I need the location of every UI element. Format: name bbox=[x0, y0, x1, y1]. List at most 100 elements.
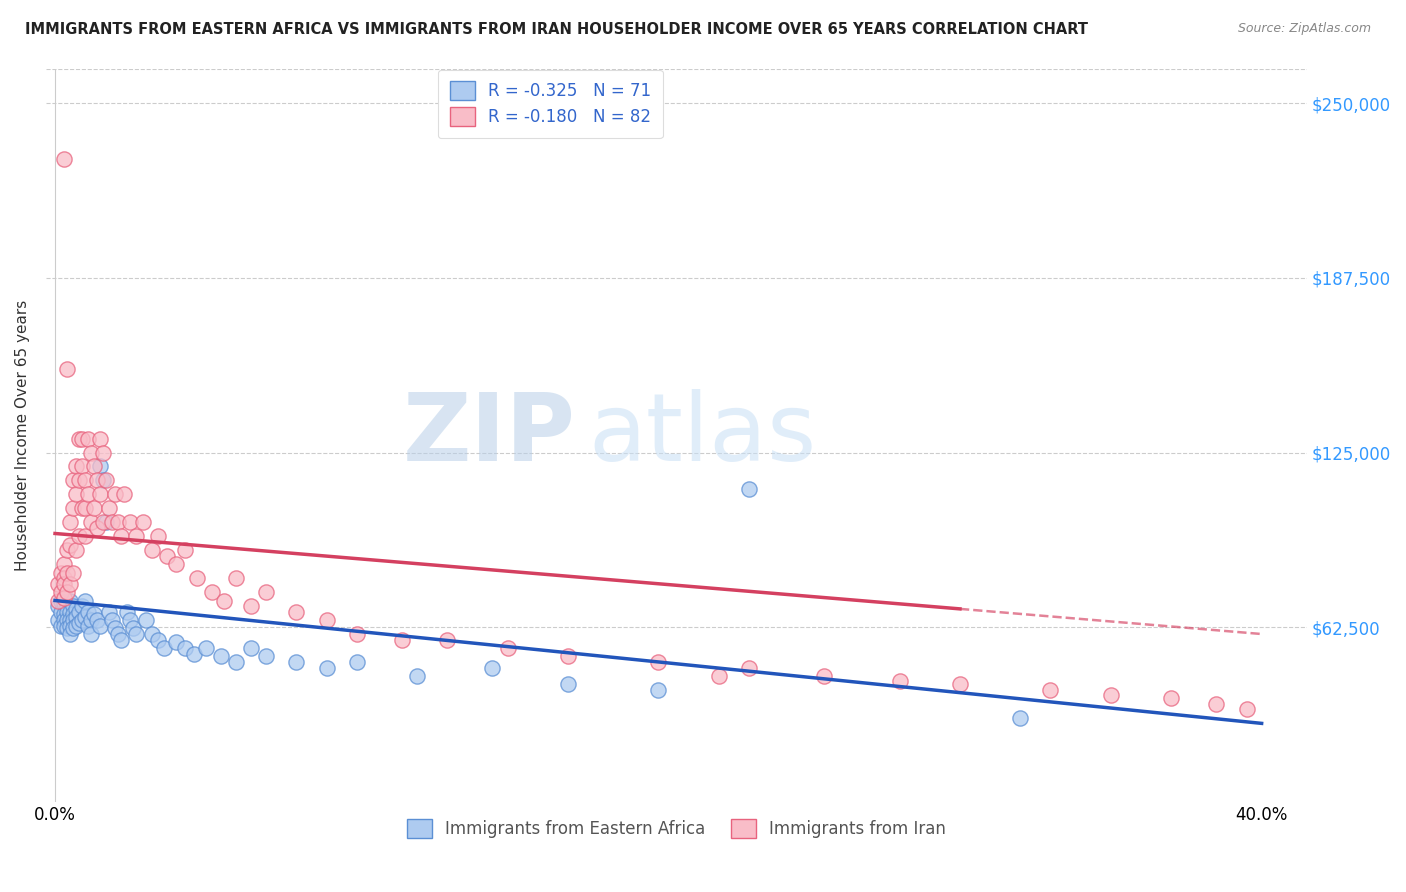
Point bbox=[91, 445, 114, 459]
Point bbox=[165, 558, 187, 572]
Point bbox=[346, 627, 368, 641]
Point bbox=[75, 501, 97, 516]
Point bbox=[1160, 691, 1182, 706]
Point bbox=[46, 576, 69, 591]
Point bbox=[77, 618, 100, 632]
Point bbox=[89, 487, 111, 501]
Point bbox=[707, 669, 730, 683]
Point bbox=[49, 605, 72, 619]
Point bbox=[194, 640, 217, 655]
Point bbox=[285, 655, 308, 669]
Point bbox=[141, 627, 163, 641]
Point bbox=[77, 432, 100, 446]
Point bbox=[89, 459, 111, 474]
Point bbox=[813, 669, 835, 683]
Point bbox=[53, 571, 76, 585]
Point bbox=[70, 599, 93, 613]
Point bbox=[225, 571, 247, 585]
Point bbox=[557, 677, 579, 691]
Point bbox=[46, 599, 69, 613]
Point bbox=[65, 487, 87, 501]
Point bbox=[56, 361, 79, 376]
Point bbox=[738, 482, 761, 496]
Point bbox=[80, 627, 103, 641]
Point bbox=[53, 591, 76, 605]
Point bbox=[101, 613, 124, 627]
Point bbox=[53, 558, 76, 572]
Point bbox=[70, 432, 93, 446]
Point bbox=[96, 516, 118, 530]
Point bbox=[65, 459, 87, 474]
Point bbox=[65, 618, 87, 632]
Point bbox=[77, 487, 100, 501]
Point bbox=[1205, 697, 1227, 711]
Point bbox=[209, 649, 232, 664]
Point bbox=[107, 627, 129, 641]
Point bbox=[110, 632, 132, 647]
Point bbox=[56, 599, 79, 613]
Point bbox=[86, 474, 108, 488]
Point bbox=[1099, 689, 1122, 703]
Point bbox=[62, 622, 84, 636]
Text: IMMIGRANTS FROM EASTERN AFRICA VS IMMIGRANTS FROM IRAN HOUSEHOLDER INCOME OVER 6: IMMIGRANTS FROM EASTERN AFRICA VS IMMIGR… bbox=[25, 22, 1088, 37]
Point bbox=[889, 674, 911, 689]
Point bbox=[80, 613, 103, 627]
Point bbox=[62, 501, 84, 516]
Point bbox=[122, 622, 145, 636]
Point bbox=[53, 613, 76, 627]
Point bbox=[212, 593, 235, 607]
Point bbox=[59, 538, 82, 552]
Point bbox=[436, 632, 458, 647]
Point bbox=[75, 610, 97, 624]
Point bbox=[134, 613, 156, 627]
Point bbox=[59, 593, 82, 607]
Point bbox=[65, 610, 87, 624]
Point bbox=[86, 521, 108, 535]
Text: ZIP: ZIP bbox=[402, 389, 575, 481]
Point bbox=[67, 605, 90, 619]
Point bbox=[91, 516, 114, 530]
Y-axis label: Householder Income Over 65 years: Householder Income Over 65 years bbox=[15, 300, 30, 571]
Point bbox=[225, 655, 247, 669]
Point bbox=[62, 607, 84, 622]
Point bbox=[156, 549, 179, 563]
Point bbox=[254, 649, 277, 664]
Point bbox=[647, 682, 669, 697]
Point bbox=[70, 613, 93, 627]
Point bbox=[131, 516, 153, 530]
Point bbox=[62, 566, 84, 580]
Point bbox=[83, 501, 105, 516]
Point bbox=[481, 660, 503, 674]
Point bbox=[56, 566, 79, 580]
Point bbox=[285, 605, 308, 619]
Point bbox=[647, 655, 669, 669]
Point bbox=[89, 432, 111, 446]
Legend: Immigrants from Eastern Africa, Immigrants from Iran: Immigrants from Eastern Africa, Immigran… bbox=[401, 812, 952, 845]
Point bbox=[346, 655, 368, 669]
Point bbox=[62, 613, 84, 627]
Point bbox=[49, 566, 72, 580]
Point bbox=[240, 599, 263, 613]
Point bbox=[46, 593, 69, 607]
Point bbox=[173, 543, 195, 558]
Text: atlas: atlas bbox=[588, 389, 817, 481]
Point bbox=[83, 607, 105, 622]
Point bbox=[173, 640, 195, 655]
Point bbox=[67, 615, 90, 630]
Point bbox=[83, 459, 105, 474]
Point bbox=[183, 647, 205, 661]
Point bbox=[56, 585, 79, 599]
Point bbox=[59, 605, 82, 619]
Point bbox=[186, 571, 208, 585]
Point bbox=[46, 613, 69, 627]
Point bbox=[406, 669, 429, 683]
Point bbox=[70, 459, 93, 474]
Point bbox=[315, 613, 337, 627]
Point bbox=[146, 529, 169, 543]
Point bbox=[59, 576, 82, 591]
Point bbox=[67, 529, 90, 543]
Point bbox=[98, 501, 121, 516]
Point bbox=[49, 618, 72, 632]
Point bbox=[59, 516, 82, 530]
Point bbox=[91, 474, 114, 488]
